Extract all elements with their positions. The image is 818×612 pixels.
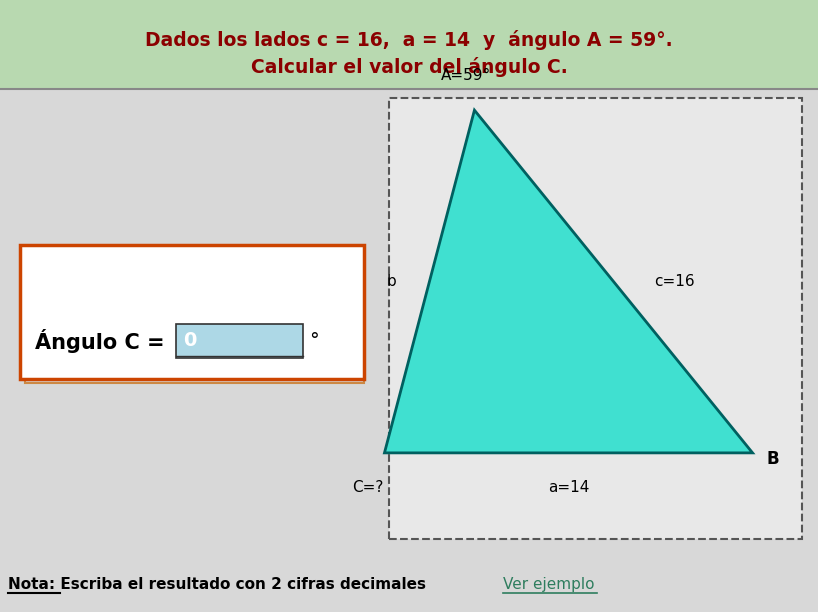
Polygon shape <box>384 110 753 453</box>
Text: 0: 0 <box>183 331 196 351</box>
Text: C=?: C=? <box>353 480 384 496</box>
Text: c=16: c=16 <box>654 274 695 289</box>
Text: °: ° <box>309 331 319 351</box>
Text: A=59°: A=59° <box>441 67 492 83</box>
FancyBboxPatch shape <box>20 245 364 379</box>
Text: Nota: Escriba el resultado con 2 cifras decimales: Nota: Escriba el resultado con 2 cifras … <box>8 577 431 592</box>
FancyBboxPatch shape <box>176 324 303 358</box>
Text: a=14: a=14 <box>548 480 589 496</box>
Text: Ver ejemplo: Ver ejemplo <box>503 577 595 592</box>
Text: b: b <box>387 274 397 289</box>
Text: B: B <box>766 450 780 468</box>
Text: Calcular el valor del ángulo C.: Calcular el valor del ángulo C. <box>250 58 568 77</box>
FancyBboxPatch shape <box>0 0 818 89</box>
Text: Dados los lados c = 16,  a = 14  y  ángulo A = 59°.: Dados los lados c = 16, a = 14 y ángulo … <box>145 30 673 50</box>
FancyBboxPatch shape <box>389 98 802 539</box>
Text: Ángulo C =: Ángulo C = <box>35 329 172 353</box>
